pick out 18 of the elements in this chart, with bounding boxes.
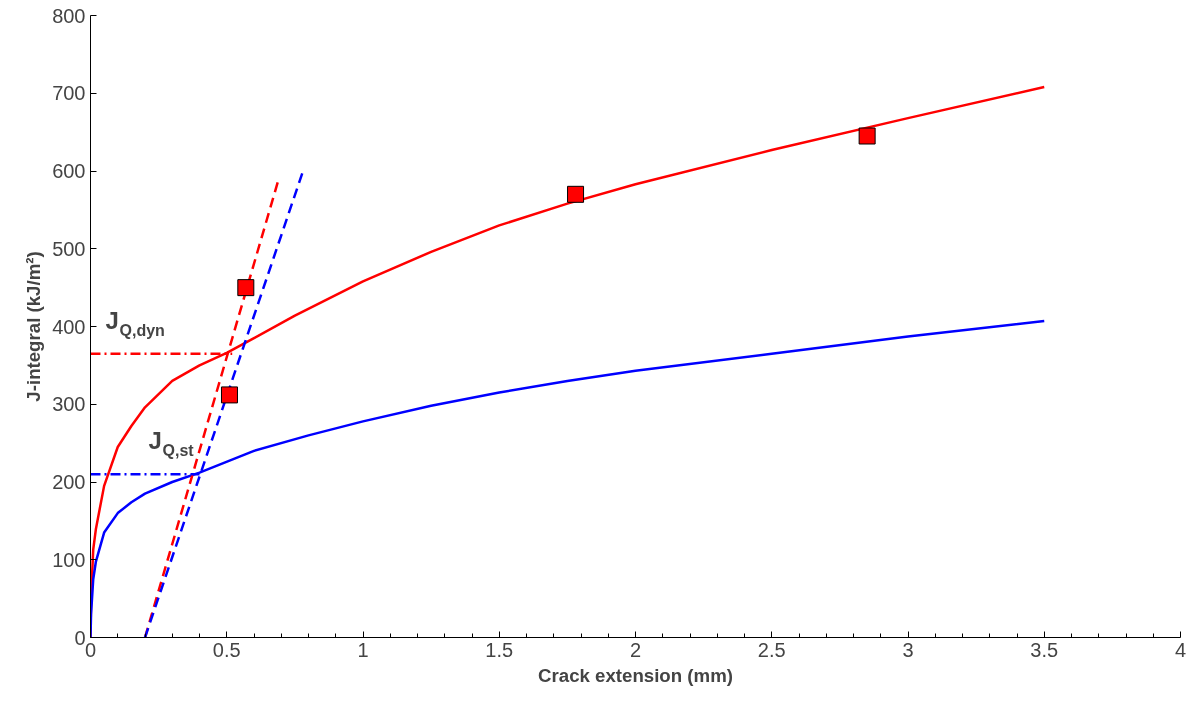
y-axis-title: J-integral (kJ/m²)	[23, 251, 45, 402]
y-tick-label: 400	[52, 315, 86, 338]
y-tick-label: 700	[52, 82, 86, 105]
x-tick-label: 2.5	[757, 638, 786, 661]
x-tick-label: 1.5	[485, 638, 514, 661]
y-tick-label: 600	[52, 160, 86, 182]
y-tick-label: 300	[52, 393, 86, 416]
x-tick-label: 4	[1174, 638, 1187, 661]
x-tick-label: 0.5	[212, 638, 241, 661]
x-tick-label: 1	[357, 638, 369, 661]
y-tick-label: 800	[52, 4, 86, 27]
x-tick-label: 3	[902, 638, 914, 661]
x-tick-label: 3.5	[1030, 638, 1059, 661]
x-tick-label: 2	[629, 638, 642, 661]
y-tick-label: 200	[52, 471, 86, 493]
y-tick-label: 100	[52, 548, 86, 571]
y-tick-label: 500	[52, 237, 86, 260]
x-axis-title: Crack extension (mm)	[538, 664, 733, 686]
